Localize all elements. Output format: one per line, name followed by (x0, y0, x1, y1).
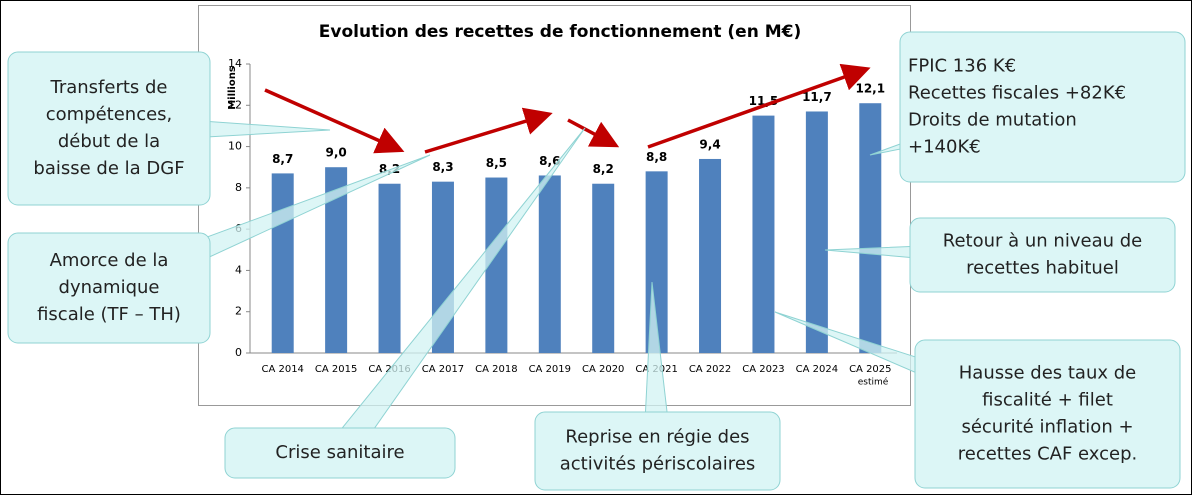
callout-text: dynamique (59, 277, 160, 298)
callout-text: Reprise en régie des (565, 427, 749, 448)
callout-text: Droits de mutation (908, 110, 1077, 131)
x-tick-label: CA 2022 (689, 364, 731, 375)
value-label: 8,8 (646, 150, 667, 164)
callout-text: +140K€ (908, 137, 981, 158)
value-label: 8,2 (593, 162, 614, 176)
callout-box (224, 427, 456, 479)
value-label: 9,0 (325, 146, 346, 160)
value-label: 11,7 (802, 90, 832, 104)
value-label: 8,7 (272, 152, 293, 166)
callout-text: compétences, (46, 104, 173, 125)
y-tick-label: 14 (228, 57, 242, 70)
callout-box (7, 51, 211, 206)
callout-text: sécurité inflation + (961, 417, 1133, 438)
bar (271, 173, 294, 353)
bar (805, 111, 828, 353)
callout-text: Retour à un niveau de (943, 231, 1142, 252)
callout-box (909, 217, 1176, 293)
callout-text: recettes habituel (966, 258, 1119, 279)
x-tick-label: CA 2018 (475, 364, 517, 375)
x-tick-label: CA 2024 (796, 364, 838, 375)
x-tick-label: CA 2015 (315, 364, 357, 375)
callout-text: activités périscolaires (560, 454, 756, 475)
bar (538, 175, 561, 353)
bar (859, 103, 882, 353)
bar (325, 167, 348, 353)
bar (699, 158, 722, 353)
bar (592, 183, 615, 353)
bar (378, 183, 401, 353)
callout-text: recettes CAF excep. (958, 444, 1138, 465)
value-label: 8,3 (432, 160, 453, 174)
value-label: 12,1 (855, 82, 885, 96)
bar (485, 177, 508, 353)
x-tick-label: CA 2019 (529, 364, 571, 375)
callout-text: Recettes fiscales +82K€ (908, 83, 1126, 104)
callout-text: FPIC 136 K€ (908, 56, 1016, 77)
callout-text: Hausse des taux de (959, 363, 1137, 384)
y-tick-label: 8 (235, 181, 242, 194)
bar (752, 115, 775, 353)
callout-text: baisse de la DGF (33, 158, 184, 179)
x-tick-label: CA 2023 (742, 364, 784, 375)
callout-text: Amorce de la (50, 250, 169, 271)
y-tick-label: 2 (235, 305, 242, 318)
callout-text: Crise sanitaire (275, 442, 404, 463)
y-tick-label: 4 (235, 263, 242, 276)
y-tick-label: 0 (235, 346, 242, 359)
value-label: 8,5 (486, 156, 507, 170)
callout-text: début de la (58, 131, 160, 152)
trend-arrows (264, 63, 871, 154)
chart-title: Evolution des recettes de fonctionnement… (319, 22, 802, 42)
callout-box (914, 339, 1181, 489)
y-tick-label: 12 (228, 98, 242, 111)
value-label: 9,4 (699, 137, 720, 151)
callout-text: fiscale (TF – TH) (37, 304, 181, 325)
x-tick-label: CA 2017 (422, 364, 464, 375)
y-axis-label: Millions (227, 66, 238, 110)
x-tick-label: estimé (858, 377, 889, 388)
x-tick-label: CA 2025 (849, 364, 891, 375)
x-tick-label: CA 2014 (261, 364, 303, 375)
callout-text: Transferts de (49, 77, 167, 98)
callout-box (899, 31, 1186, 183)
x-tick-label: CA 2020 (582, 364, 624, 375)
y-tick-label: 10 (228, 140, 242, 153)
callout-box (534, 411, 781, 491)
callout-box (7, 232, 211, 344)
callout-text: fiscalité + filet (982, 390, 1113, 411)
